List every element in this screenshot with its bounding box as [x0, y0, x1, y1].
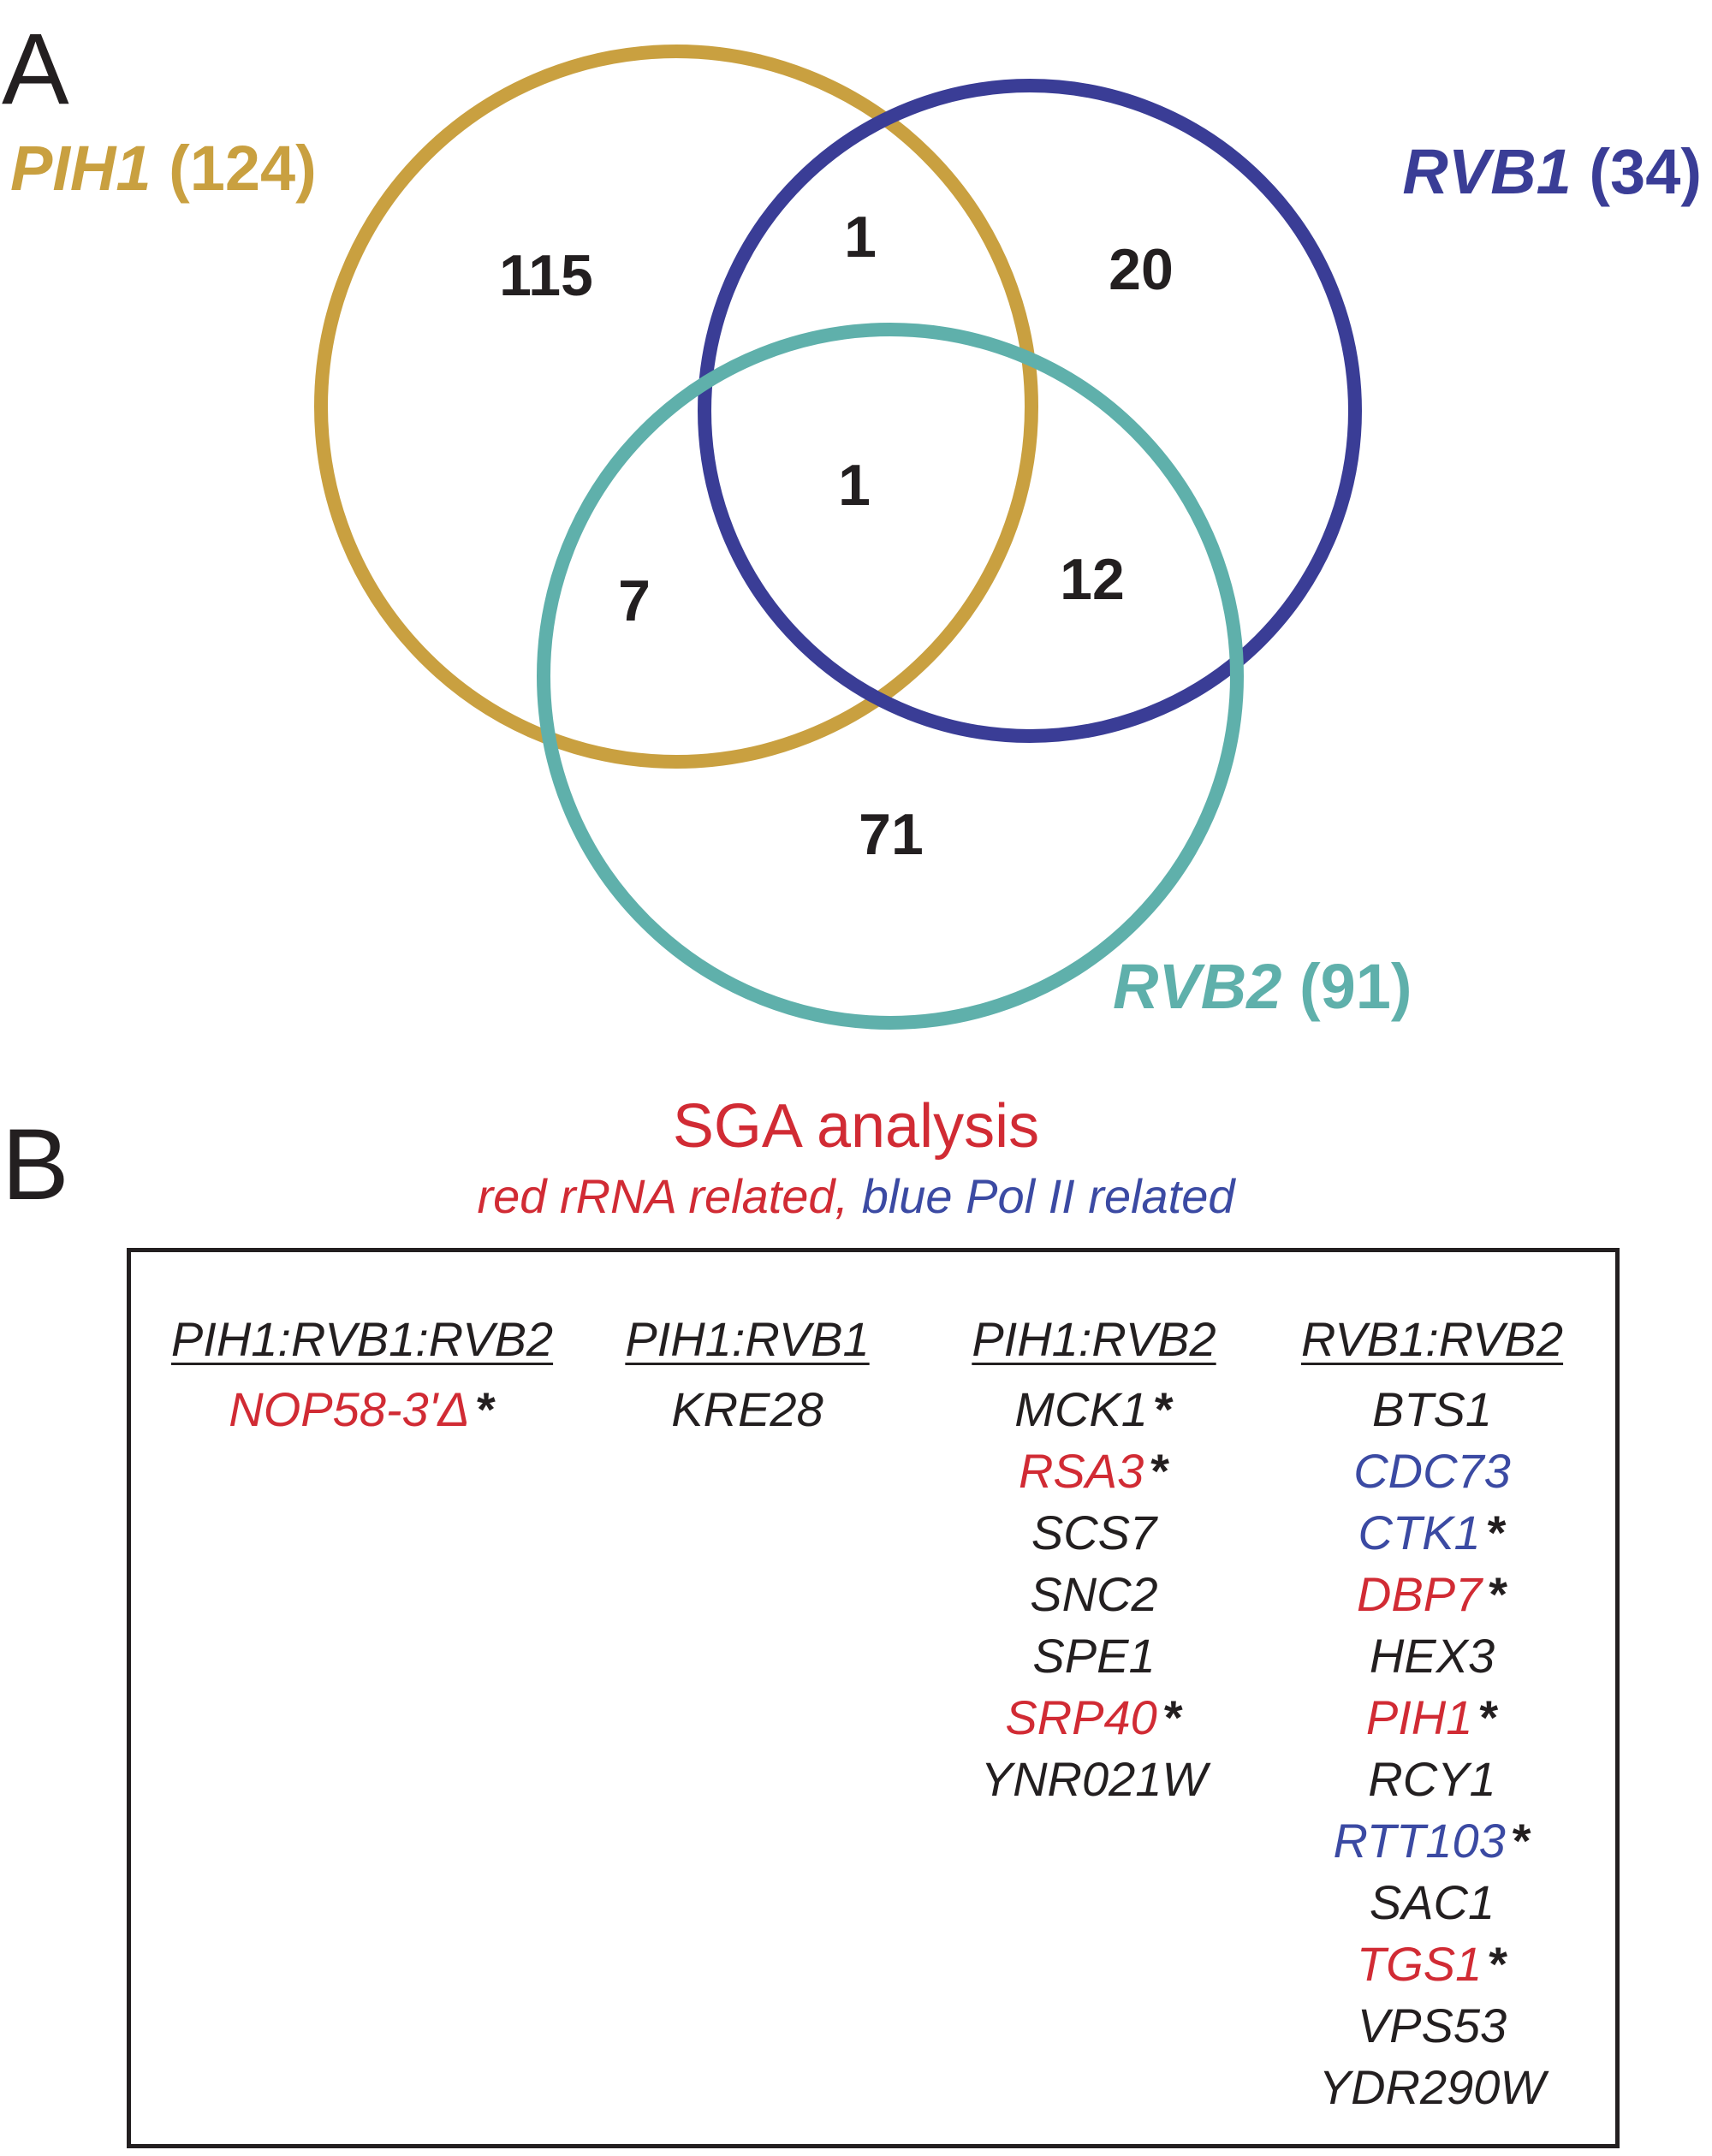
gene-name: SPE1 [1032, 1629, 1156, 1683]
region-pih1-rvb2: 7 [618, 568, 651, 633]
gene-entry: CDC73 [1269, 1440, 1595, 1502]
region-rvb1-only: 20 [1109, 237, 1174, 302]
asterisk-marker: * [1512, 1814, 1531, 1868]
gene-name: MCK1 [1014, 1382, 1148, 1436]
gene-entry: RSA3 * [931, 1440, 1257, 1502]
asterisk-marker: * [1489, 1937, 1508, 1991]
gene-entry: NOP58-3'Δ * [148, 1379, 576, 1440]
gene-entry: RTT103 * [1269, 1810, 1595, 1872]
panel-b-letter: B [2, 1108, 69, 1221]
gene-entry: VPS53 [1269, 1995, 1595, 2057]
column-pih1-rvb1-rvb2: PIH1:RVB1:RVB2 NOP58-3'Δ * [148, 1312, 576, 1440]
gene-name: BTS1 [1371, 1382, 1493, 1436]
sga-subtitle: red rRNA related, blue Pol II related [0, 1173, 1712, 1221]
rvb2-circle [537, 323, 1244, 1030]
gene-entry: DBP7 * [1269, 1564, 1595, 1625]
rvb1-set-label: RVB1 (34) [1402, 136, 1702, 207]
asterisk-marker: * [1154, 1382, 1174, 1436]
gene-entry: KRE28 [585, 1379, 910, 1440]
region-all-three: 1 [838, 453, 871, 518]
gene-name: PIH1 [1365, 1690, 1473, 1744]
venn-diagram: PIH1 (124) RVB1 (34) RVB2 (91) 115 1 20 … [10, 45, 1702, 1030]
column-rvb1-rvb2: RVB1:RVB2 BTS1 CDC73 CTK1 * DBP7 * HEX3 PIH1 * RC… [1269, 1312, 1595, 2118]
asterisk-marker: * [476, 1382, 496, 1436]
sga-title: SGA analysis [672, 1092, 1040, 1161]
rvb2-count: (91) [1299, 951, 1412, 1022]
gene-entry: MCK1 * [931, 1379, 1257, 1440]
gene-name: RCY1 [1368, 1752, 1496, 1806]
gene-name: YNR021W [980, 1752, 1208, 1806]
gene-name: TGS1 [1356, 1937, 1483, 1991]
gene-name: CDC73 [1353, 1444, 1511, 1498]
gene-name: SNC2 [1030, 1567, 1158, 1621]
gene-entry: YDR290W [1269, 2057, 1595, 2118]
gene-entry: RCY1 [1269, 1749, 1595, 1810]
gene-name: RTT103 [1333, 1814, 1506, 1868]
column-pih1-rvb1: PIH1:RVB1 KRE28 [585, 1312, 910, 1440]
gene-entry: HEX3 [1269, 1625, 1595, 1687]
gene-entry: YNR021W [931, 1749, 1257, 1810]
legend-blue-text: blue Pol II related [861, 1169, 1235, 1223]
gene-list: BTS1 CDC73 CTK1 * DBP7 * HEX3 PIH1 * RCY1 RTT103 * S… [1269, 1379, 1595, 2118]
gene-list: NOP58-3'Δ * [148, 1379, 576, 1440]
gene-name: SAC1 [1369, 1875, 1495, 1929]
gene-name: VPS53 [1357, 1999, 1507, 2052]
gene-name: DBP7 [1356, 1567, 1483, 1621]
gene-entry: BTS1 [1269, 1379, 1595, 1440]
gene-entry: SRP40 * [931, 1687, 1257, 1749]
region-pih1-only: 115 [499, 243, 593, 308]
gene-entry: SAC1 [1269, 1872, 1595, 1933]
asterisk-marker: * [1489, 1567, 1508, 1621]
gene-entry: PIH1 * [1269, 1687, 1595, 1749]
gene-name: SCS7 [1031, 1506, 1157, 1559]
column-header: RVB1:RVB2 [1300, 1312, 1564, 1366]
gene-name: SRP40 [1005, 1690, 1157, 1744]
column-pih1-rvb2: PIH1:RVB2 MCK1 * RSA3 * SCS7 SNC2 SPE1 SRP40 * YN… [931, 1312, 1257, 1810]
column-header: PIH1:RVB1:RVB2 [170, 1312, 554, 1366]
sga-results-box: PIH1:RVB1:RVB2 NOP58-3'Δ * PIH1:RVB1 KRE2… [127, 1248, 1620, 2148]
region-rvb1-rvb2: 12 [1060, 547, 1125, 612]
panel-a-letter: A [2, 13, 69, 126]
gene-name: RSA3 [1018, 1444, 1144, 1498]
gene-name: YDR290W [1318, 2060, 1546, 2114]
gene-name: NOP58-3'Δ [229, 1382, 470, 1436]
rvb1-circle [698, 79, 1362, 743]
gene-entry: SNC2 [931, 1564, 1257, 1625]
asterisk-marker: * [1150, 1444, 1170, 1498]
pih1-set-label: PIH1 (124) [10, 133, 317, 204]
gene-name: HEX3 [1369, 1629, 1495, 1683]
gene-name: CTK1 [1358, 1506, 1481, 1559]
gene-list: KRE28 [585, 1379, 910, 1440]
pih1-count: (124) [169, 133, 317, 204]
rvb1-gene-name: RVB1 [1402, 136, 1571, 207]
pih1-gene-name: PIH1 [10, 133, 152, 204]
gene-entry: CTK1 * [1269, 1502, 1595, 1564]
region-pih1-rvb1: 1 [844, 205, 877, 270]
rvb1-count: (34) [1589, 136, 1702, 207]
gene-entry: SCS7 [931, 1502, 1257, 1564]
gene-list: MCK1 * RSA3 * SCS7 SNC2 SPE1 SRP40 * YNR021W [931, 1379, 1257, 1810]
region-rvb2-only: 71 [859, 802, 924, 867]
asterisk-marker: * [1163, 1690, 1183, 1744]
asterisk-marker: * [1487, 1506, 1507, 1559]
column-header: PIH1:RVB1 [625, 1312, 870, 1366]
rvb2-gene-name: RVB2 [1113, 951, 1281, 1022]
gene-entry: SPE1 [931, 1625, 1257, 1687]
rvb2-set-label: RVB2 (91) [1113, 951, 1412, 1022]
gene-entry: TGS1 * [1269, 1933, 1595, 1995]
column-header: PIH1:RVB2 [972, 1312, 1216, 1366]
pih1-circle [314, 45, 1038, 769]
legend-red-text: red rRNA related, [477, 1169, 849, 1223]
gene-name: KRE28 [671, 1382, 823, 1436]
asterisk-marker: * [1479, 1690, 1499, 1744]
